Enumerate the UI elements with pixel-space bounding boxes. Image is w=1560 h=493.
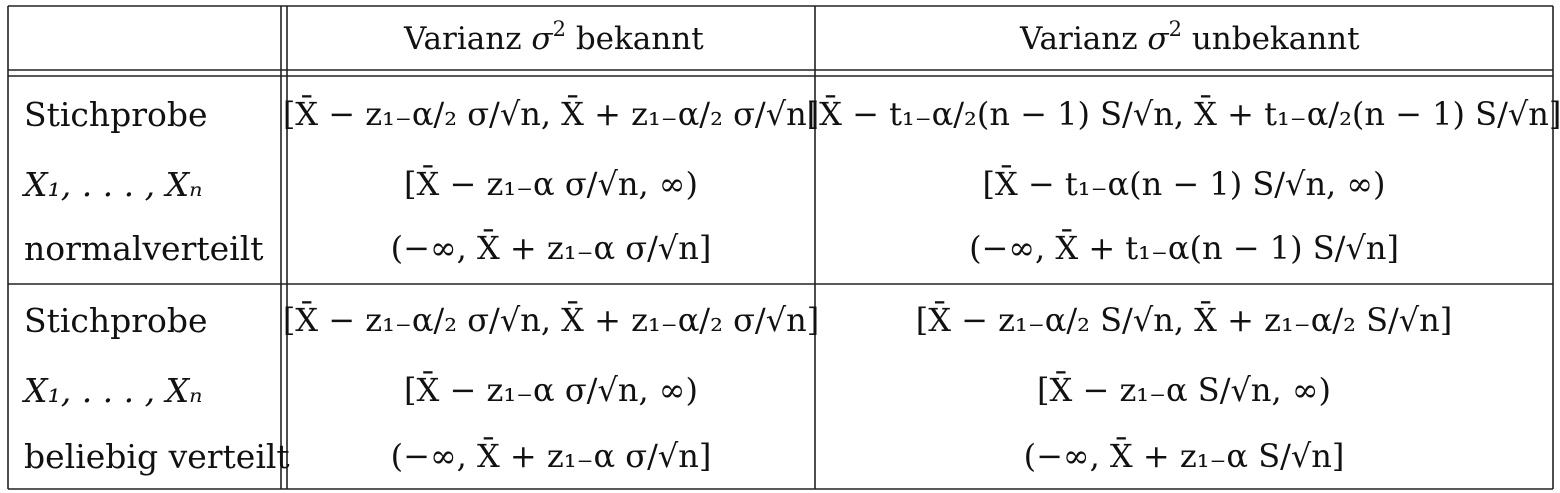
ci-arbitrary-unknown-two-sided: [X̄ − z₁₋α/₂ S/√n, X̄ + z₁₋α/₂ S/√n]: [915, 301, 1453, 339]
header-unknown-prefix: Varianz: [1020, 21, 1138, 57]
ci-arbitrary-known-lower: [X̄ − z₁₋α σ/√n, ∞): [404, 371, 698, 409]
header-unknown-suffix: unbekannt: [1191, 21, 1360, 57]
header-known-variance: Varianz σ2 bekannt: [404, 19, 704, 57]
ci-normal-unknown-two-sided: [X̄ − t₁₋α/₂(n − 1) S/√n, X̄ + t₁₋α/₂(n …: [806, 95, 1560, 133]
sigma-symbol: σ: [531, 21, 553, 57]
ci-arbitrary-known-two-sided: [X̄ − z₁₋α/₂ σ/√n, X̄ + z₁₋α/₂ σ/√n]: [282, 301, 820, 339]
row-label-sample-2: X₁, . . . , Xₙ: [24, 371, 203, 410]
sigma-symbol: σ: [1147, 21, 1169, 57]
row-label-sample-1: X₁, . . . , Xₙ: [24, 165, 203, 204]
ci-arbitrary-known-upper: (−∞, X̄ + z₁₋α σ/√n]: [390, 437, 712, 475]
header-known-suffix: bekannt: [575, 21, 704, 57]
ci-arbitrary-unknown-lower: [X̄ − z₁₋α S/√n, ∞): [1037, 371, 1331, 409]
ci-normal-known-two-sided: [X̄ − z₁₋α/₂ σ/√n, X̄ + z₁₋α/₂ σ/√n]: [282, 95, 820, 133]
exponent: 2: [552, 17, 566, 41]
ci-arbitrary-unknown-upper: (−∞, X̄ + z₁₋α S/√n]: [1023, 437, 1345, 475]
row-label-arbitrary: beliebig verteilt: [24, 437, 290, 476]
exponent: 2: [1168, 17, 1182, 41]
row-label-stichprobe-1: Stichprobe: [24, 95, 208, 134]
header-known-prefix: Varianz: [404, 21, 522, 57]
header-unknown-variance: Varianz σ2 unbekannt: [1020, 19, 1360, 57]
row-label-stichprobe-2: Stichprobe: [24, 301, 208, 340]
ci-normal-known-upper: (−∞, X̄ + z₁₋α σ/√n]: [390, 229, 712, 267]
ci-normal-known-lower: [X̄ − z₁₋α σ/√n, ∞): [404, 165, 698, 203]
ci-normal-unknown-upper: (−∞, X̄ + t₁₋α(n − 1) S/√n]: [969, 229, 1399, 267]
row-label-normal: normalverteilt: [24, 229, 264, 268]
ci-normal-unknown-lower: [X̄ − t₁₋α(n − 1) S/√n, ∞): [982, 165, 1386, 203]
